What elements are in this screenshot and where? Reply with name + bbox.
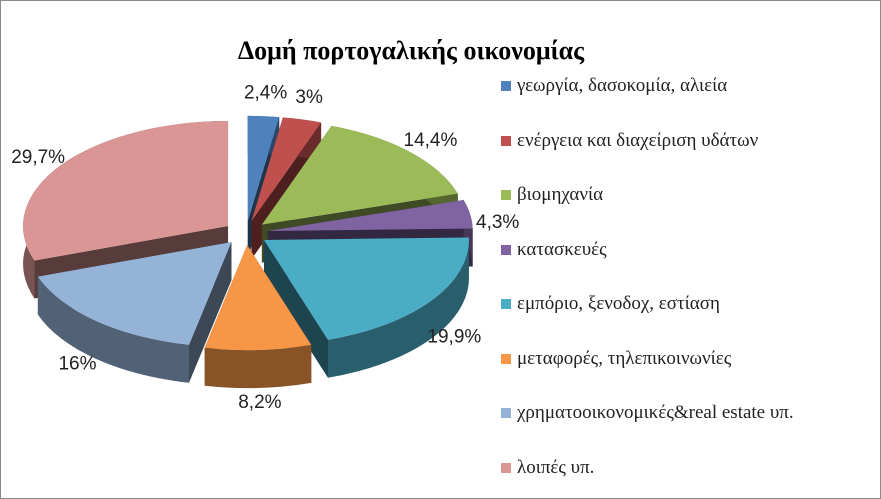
- slice: [263, 237, 469, 340]
- legend-item: εμπόριο, ξενοδοχ, εστίαση: [501, 293, 873, 348]
- legend-label: βιομηχανία: [517, 184, 604, 205]
- legend-marker: [501, 81, 511, 91]
- legend-label: γεωργία, δασοκομία, αλιεία: [517, 75, 728, 96]
- slice: [261, 125, 458, 225]
- data-label: 3%: [295, 87, 323, 108]
- slice-wall: [263, 239, 329, 378]
- legend-item: λοιπές υπ.: [501, 457, 873, 499]
- slice-side: [37, 276, 190, 383]
- slice: [23, 120, 229, 261]
- legend-item: γεωργία, δασοκομία, αλιεία: [501, 75, 873, 130]
- legend-marker: [501, 462, 511, 473]
- slice: [204, 245, 312, 351]
- data-label: 29,7%: [11, 147, 65, 168]
- data-label: 19,9%: [427, 326, 481, 347]
- data-label: 2,4%: [244, 82, 287, 103]
- legend-item: ενέργεια και διαχείριση υδάτων: [501, 130, 873, 185]
- legend-marker: [501, 353, 511, 364]
- legend-marker: [501, 244, 511, 255]
- legend-item: χρηματοοικονομικές&real estate υπ.: [501, 402, 873, 457]
- legend-label: χρηματοοικονομικές&real estate υπ.: [517, 402, 794, 423]
- slice-side: [204, 344, 312, 389]
- data-label: 16%: [58, 353, 96, 374]
- legend-label: μεταφορές, τηλεπικοινωνίες: [517, 347, 732, 369]
- slice: [251, 117, 322, 222]
- data-label: 8,2%: [238, 392, 281, 413]
- legend-label: λοιπές υπ.: [517, 456, 595, 478]
- legend-item: κατασκευές: [501, 239, 873, 294]
- legend-label: κατασκευές: [517, 238, 607, 260]
- legend-item: βιομηχανία: [501, 184, 873, 239]
- legend-marker: [501, 190, 511, 200]
- slice: [267, 200, 473, 232]
- slice: [247, 115, 280, 221]
- legend-marker: [501, 299, 511, 309]
- legend-marker: [501, 408, 511, 418]
- data-label: 14,4%: [404, 130, 458, 151]
- data-label: 4,3%: [476, 212, 519, 233]
- legend-label: ενέργεια και διαχείριση υδάτων: [517, 129, 759, 151]
- legend: γεωργία, δασοκομία, αλιεία ενέργεια και δ…: [501, 75, 873, 499]
- slice-side: [328, 237, 469, 378]
- legend-label: εμπόριο, ξενοδοχ, εστίαση: [517, 293, 720, 314]
- slice: [37, 242, 232, 345]
- legend-marker: [501, 135, 511, 146]
- legend-item: μεταφορές, τηλεπικοινωνίες: [501, 348, 873, 403]
- chart-title: Δομή πορτογαλικής οικονομίας: [238, 36, 585, 65]
